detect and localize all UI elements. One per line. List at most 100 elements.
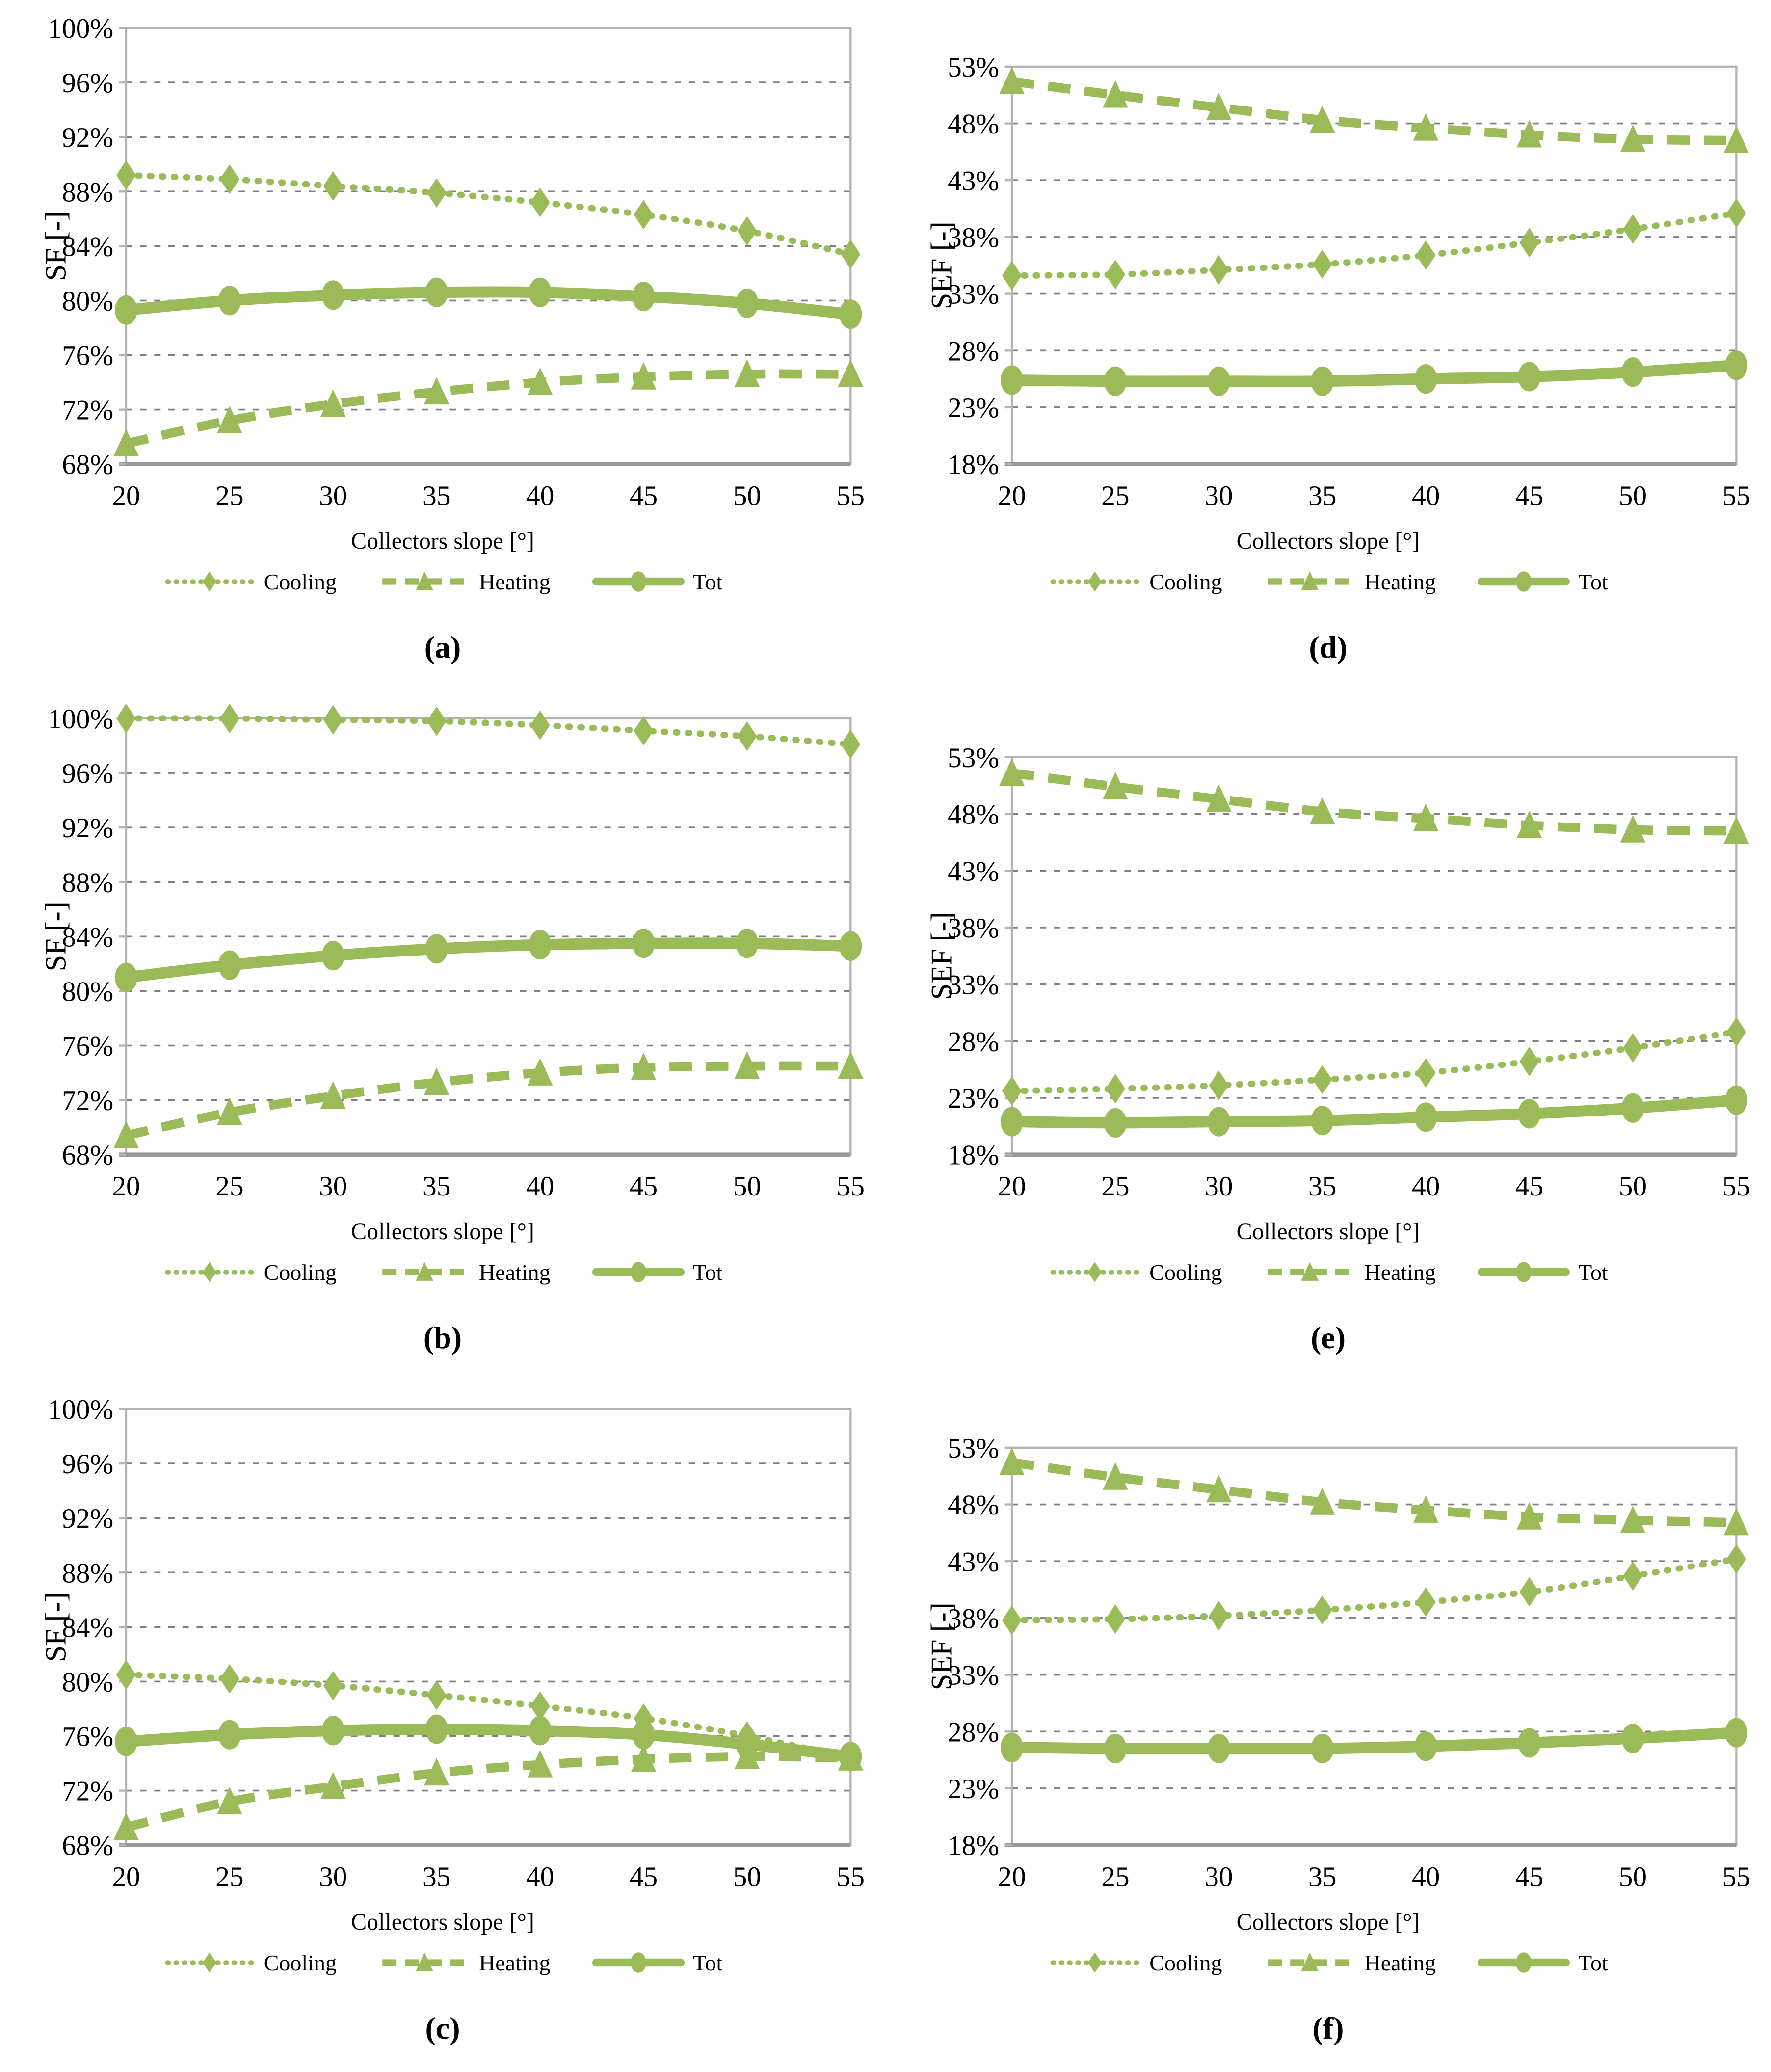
svg-text:25: 25 <box>1101 1171 1129 1202</box>
svg-text:45: 45 <box>630 1171 658 1202</box>
svg-text:100%: 100% <box>48 13 113 44</box>
svg-text:84%: 84% <box>62 231 113 262</box>
svg-text:50: 50 <box>1618 480 1646 511</box>
legend-item-tot: Tot <box>1477 1258 1608 1286</box>
legend-label-tot: Tot <box>692 1950 723 1975</box>
chart-panel-b: 100% 96% 92% 88% 84% 80% 76% 72% 68% 20 25 30 35 40 45… <box>0 691 885 1381</box>
svg-text:40: 40 <box>526 1171 554 1202</box>
heating-line-sample-icon <box>382 1952 467 1971</box>
legend-label-tot: Tot <box>692 1259 723 1285</box>
cooling-line-sample-icon <box>165 1262 254 1282</box>
svg-text:100%: 100% <box>48 1394 113 1425</box>
x-axis-label: Collectors slope [°] <box>1236 528 1420 554</box>
legend-label-tot: Tot <box>1578 1950 1608 1975</box>
svg-text:23%: 23% <box>948 1083 999 1114</box>
legend-label-cooling: Cooling <box>264 1950 337 1975</box>
chart-panel-a: 100% 96% 92% 88% 84% 80% 76% 72% 68% 20 25 30 35 40 45… <box>0 0 885 691</box>
chart-a-plot: 100% 96% 92% 88% 84% 80% 76% 72% 68%20 25 30 35 40 45… <box>40 13 865 511</box>
heating-line-sample-icon <box>1268 1262 1352 1281</box>
cooling-line-sample-icon <box>1050 1952 1139 1973</box>
svg-text:SEF [-]: SEF [-] <box>925 912 958 1000</box>
svg-text:53%: 53% <box>948 1433 999 1464</box>
svg-text:35: 35 <box>1308 480 1336 511</box>
svg-text:25: 25 <box>215 480 243 511</box>
svg-text:96%: 96% <box>62 68 113 99</box>
svg-text:25: 25 <box>215 1861 243 1892</box>
svg-text:20: 20 <box>112 1861 140 1892</box>
legend-label-tot: Tot <box>692 569 723 594</box>
legend-label-heating: Heating <box>1364 1950 1436 1975</box>
svg-text:25: 25 <box>1101 1861 1129 1892</box>
svg-text:28%: 28% <box>948 1717 999 1748</box>
svg-text:55: 55 <box>837 1861 865 1892</box>
svg-text:84%: 84% <box>62 922 113 953</box>
svg-text:33%: 33% <box>948 1660 999 1691</box>
svg-text:96%: 96% <box>62 1449 113 1480</box>
svg-text:48%: 48% <box>948 799 999 830</box>
chart-e-plot: 53% 48% 43% 38% 33% 28% 23% 18%20 25 30 35 40 45 50 55… <box>925 743 1750 1202</box>
legend-item-tot: Tot <box>1477 1948 1608 1977</box>
svg-text:35: 35 <box>1308 1861 1336 1892</box>
svg-text:40: 40 <box>1411 1171 1439 1202</box>
svg-text:30: 30 <box>319 1171 347 1202</box>
svg-text:40: 40 <box>526 1861 554 1892</box>
legend-label-cooling: Cooling <box>264 1259 337 1285</box>
svg-text:55: 55 <box>837 480 865 511</box>
svg-text:28%: 28% <box>948 1026 999 1057</box>
svg-text:20: 20 <box>112 1171 140 1202</box>
legend-item-tot: Tot <box>592 1258 723 1286</box>
svg-text:76%: 76% <box>62 1722 113 1753</box>
legend-item-cooling: Cooling <box>163 1258 337 1286</box>
heating-line-sample-icon <box>382 571 467 590</box>
svg-text:45: 45 <box>630 480 658 511</box>
x-axis-label: Collectors slope [°] <box>1236 1219 1420 1245</box>
chart-panel-d: 53% 48% 43% 38% 33% 28% 23% 18% 20 25 30 35 40 45 50 55… <box>885 0 1771 691</box>
legend: Cooling Heating Tot <box>1048 1948 1608 1977</box>
x-axis-label: Collectors slope [°] <box>351 1219 534 1245</box>
svg-text:50: 50 <box>733 480 761 511</box>
svg-text:96%: 96% <box>62 758 113 789</box>
svg-text:55: 55 <box>1722 1171 1750 1202</box>
svg-text:92%: 92% <box>62 813 113 844</box>
legend-item-cooling: Cooling <box>163 567 337 596</box>
svg-text:45: 45 <box>1515 1861 1543 1892</box>
svg-text:55: 55 <box>1722 1861 1750 1892</box>
caption-c: (c) <box>425 2011 460 2045</box>
svg-text:33%: 33% <box>948 970 999 1001</box>
svg-text:18%: 18% <box>948 1140 999 1171</box>
svg-text:20: 20 <box>112 480 140 511</box>
legend-label-heating: Heating <box>478 1950 551 1975</box>
svg-text:28%: 28% <box>948 336 999 367</box>
svg-text:88%: 88% <box>62 177 113 208</box>
svg-text:33%: 33% <box>948 279 999 310</box>
svg-text:45: 45 <box>1515 480 1543 511</box>
svg-text:18%: 18% <box>948 1831 999 1861</box>
legend-label-tot: Tot <box>1578 1259 1608 1285</box>
svg-text:80%: 80% <box>62 1667 113 1698</box>
svg-text:SF [-]: SF [-] <box>40 1592 73 1662</box>
legend-label-heating: Heating <box>1364 1259 1436 1285</box>
svg-text:80%: 80% <box>62 976 113 1007</box>
svg-text:20: 20 <box>998 1171 1026 1202</box>
legend-item-cooling: Cooling <box>163 1948 337 1977</box>
svg-text:50: 50 <box>1618 1171 1646 1202</box>
x-axis-label: Collectors slope [°] <box>351 528 534 554</box>
svg-text:88%: 88% <box>62 1558 113 1589</box>
svg-text:48%: 48% <box>948 109 999 140</box>
legend-label-cooling: Cooling <box>1149 1259 1222 1285</box>
svg-text:88%: 88% <box>62 867 113 898</box>
legend-label-tot: Tot <box>1578 569 1608 594</box>
svg-text:68%: 68% <box>62 1140 113 1171</box>
legend-label-cooling: Cooling <box>1149 569 1222 594</box>
legend-item-heating: Heating <box>378 1258 551 1286</box>
svg-text:40: 40 <box>1411 1861 1439 1892</box>
legend: Cooling Heating Tot <box>163 1948 723 1977</box>
legend: Cooling Heating Tot <box>163 1258 723 1286</box>
svg-text:35: 35 <box>423 1171 450 1202</box>
legend-item-tot: Tot <box>1477 567 1608 596</box>
heating-line-sample-icon <box>382 1262 467 1281</box>
legend: Cooling Heating Tot <box>1048 1258 1608 1286</box>
svg-text:55: 55 <box>1722 480 1750 511</box>
svg-text:72%: 72% <box>62 1776 113 1807</box>
